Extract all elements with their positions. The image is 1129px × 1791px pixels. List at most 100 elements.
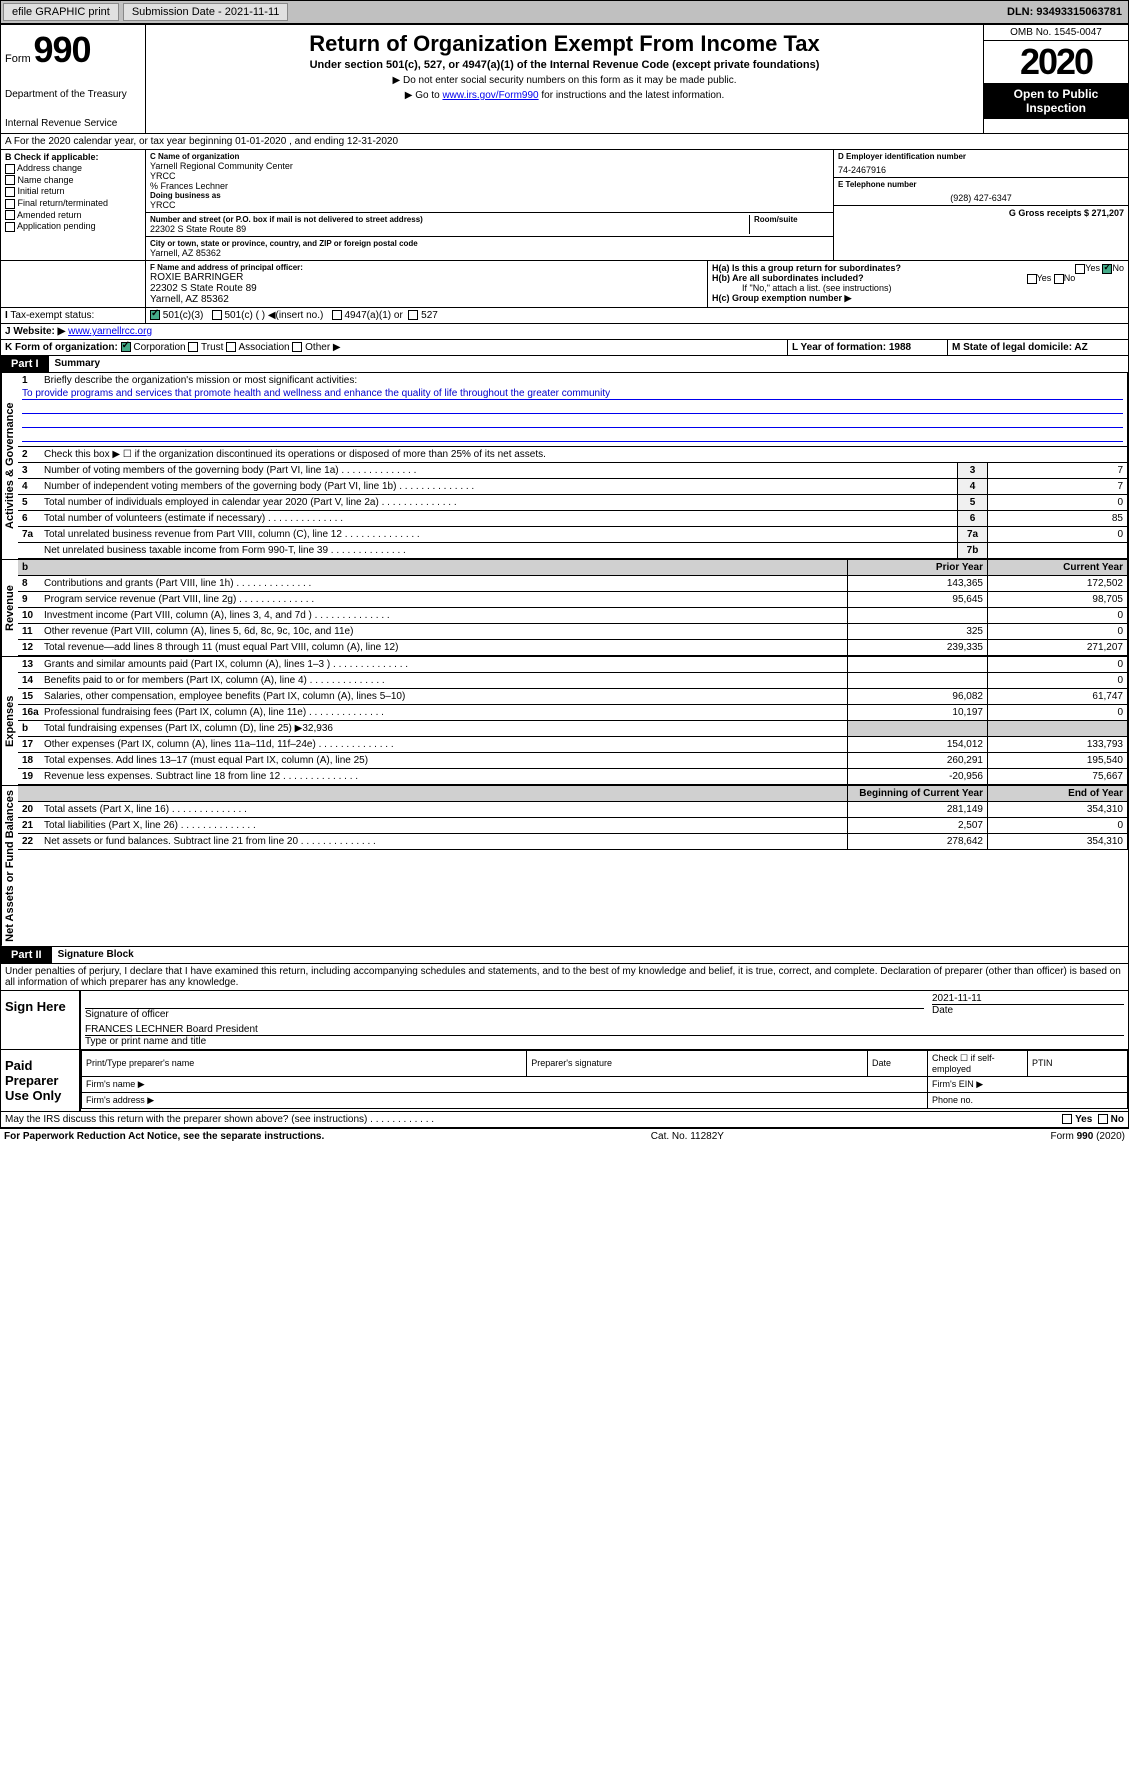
note2-post: for instructions and the latest informat… bbox=[541, 90, 724, 101]
sig-label: Signature of officer bbox=[85, 1009, 924, 1020]
omb: OMB No. 1545-0047 bbox=[984, 25, 1128, 41]
l10: Investment income (Part VIII, column (A)… bbox=[44, 610, 390, 621]
website-link[interactable]: www.yarnellrcc.org bbox=[68, 326, 152, 337]
dept1: Department of the Treasury bbox=[5, 89, 141, 100]
domicile: M State of legal domicile: AZ bbox=[952, 342, 1088, 353]
prep-name: Print/Type preparer's name bbox=[82, 1050, 527, 1076]
line-a: A For the 2020 calendar year, or tax yea… bbox=[0, 134, 1129, 150]
l7a: Total unrelated business revenue from Pa… bbox=[44, 529, 420, 540]
self-emp[interactable]: Check ☐ if self-employed bbox=[928, 1050, 1028, 1076]
mission: To provide programs and services that pr… bbox=[22, 388, 1123, 400]
paid-preparer: Paid Preparer Use Only Print/Type prepar… bbox=[0, 1050, 1129, 1112]
initial-return[interactable]: Initial return bbox=[18, 186, 65, 196]
city: Yarnell, AZ 85362 bbox=[150, 248, 829, 258]
note2: ▶ Go to www.irs.gov/Form990 for instruct… bbox=[150, 90, 979, 101]
corp[interactable]: Corporation bbox=[133, 342, 185, 353]
org-abbr: YRCC bbox=[150, 171, 829, 181]
l21: Total liabilities (Part X, line 26) bbox=[44, 820, 256, 831]
prep-date: Date bbox=[868, 1050, 928, 1076]
501c3[interactable]: 501(c)(3) bbox=[163, 310, 204, 321]
amended[interactable]: Amended return bbox=[17, 210, 82, 220]
l20: Total assets (Part X, line 16) bbox=[44, 804, 247, 815]
l22: Net assets or fund balances. Subtract li… bbox=[44, 836, 376, 847]
rev-label: Revenue bbox=[1, 560, 18, 656]
501c[interactable]: 501(c) ( ) ◀(insert no.) bbox=[224, 310, 323, 321]
addr-label: Number and street (or P.O. box if mail i… bbox=[150, 215, 749, 224]
l12: Total revenue—add lines 8 through 11 (mu… bbox=[44, 642, 398, 653]
dln: DLN: 93493315063781 bbox=[1007, 6, 1126, 18]
officer-city: Yarnell, AZ 85362 bbox=[150, 294, 703, 305]
row-i: I Tax-exempt status: 501(c)(3) 501(c) ( … bbox=[0, 308, 1129, 324]
footer-left: For Paperwork Reduction Act Notice, see … bbox=[4, 1131, 324, 1142]
phone-label: E Telephone number bbox=[838, 180, 1124, 189]
l17: Other expenses (Part IX, column (A), lin… bbox=[44, 739, 394, 750]
name-label: Type or print name and title bbox=[85, 1036, 1124, 1047]
gov-label: Activities & Governance bbox=[1, 373, 18, 559]
hc: H(c) Group exemption number ▶ bbox=[712, 293, 851, 303]
city-label: City or town, state or province, country… bbox=[150, 239, 829, 248]
row-f-h: F Name and address of principal officer:… bbox=[0, 261, 1129, 308]
main-title: Return of Organization Exempt From Incom… bbox=[150, 31, 979, 57]
box-b: B Check if applicable: Address change Na… bbox=[1, 150, 146, 260]
hb-note: If "No," attach a list. (see instruction… bbox=[712, 283, 1124, 293]
note2-pre: ▶ Go to bbox=[405, 90, 443, 101]
signer-name: FRANCES LECHNER Board President bbox=[85, 1024, 1124, 1036]
form-number: 990 bbox=[33, 29, 90, 70]
firm-phone: Phone no. bbox=[928, 1092, 1128, 1108]
other[interactable]: Other ▶ bbox=[305, 342, 340, 353]
trust[interactable]: Trust bbox=[201, 342, 223, 353]
open-public: Open to PublicInspection bbox=[984, 83, 1128, 119]
l19: Revenue less expenses. Subtract line 18 … bbox=[44, 771, 358, 782]
exp-label: Expenses bbox=[1, 657, 18, 785]
efile-btn[interactable]: efile GRAPHIC print bbox=[3, 3, 119, 21]
l5: Total number of individuals employed in … bbox=[44, 497, 457, 508]
l9: Program service revenue (Part VIII, line… bbox=[44, 594, 314, 605]
l18: Total expenses. Add lines 13–17 (must eq… bbox=[44, 755, 368, 766]
officer-label: F Name and address of principal officer: bbox=[150, 263, 703, 272]
form-header: Form 990 Department of the Treasury Inte… bbox=[0, 24, 1129, 134]
dba-label: Doing business as bbox=[150, 191, 829, 200]
gross-receipts: G Gross receipts $ 271,207 bbox=[1009, 208, 1124, 218]
ha: H(a) Is this a group return for subordin… bbox=[712, 263, 901, 273]
final-return[interactable]: Final return/terminated bbox=[18, 198, 109, 208]
assoc[interactable]: Association bbox=[238, 342, 289, 353]
prep-sig: Preparer's signature bbox=[527, 1050, 868, 1076]
sign-here: Sign Here Signature of officer 2021-11-1… bbox=[0, 991, 1129, 1050]
top-bar: efile GRAPHIC print Submission Date - 20… bbox=[0, 0, 1129, 24]
l7b: Net unrelated business taxable income fr… bbox=[44, 545, 406, 556]
firm-ein: Firm's EIN ▶ bbox=[928, 1076, 1128, 1092]
addr-change[interactable]: Address change bbox=[17, 163, 82, 173]
l6: Total number of volunteers (estimate if … bbox=[44, 513, 343, 524]
l8: Contributions and grants (Part VIII, lin… bbox=[44, 578, 311, 589]
part2-header: Part II Signature Block bbox=[0, 947, 1129, 964]
l4: Number of independent voting members of … bbox=[44, 481, 474, 492]
app-pending[interactable]: Application pending bbox=[17, 221, 96, 231]
subtitle: Under section 501(c), 527, or 4947(a)(1)… bbox=[150, 59, 979, 71]
tax-year: 2020 bbox=[984, 41, 1128, 83]
phone: (928) 427-6347 bbox=[838, 193, 1124, 203]
527[interactable]: 527 bbox=[421, 310, 438, 321]
submission-btn[interactable]: Submission Date - 2021-11-11 bbox=[123, 3, 289, 21]
l14: Benefits paid to or for members (Part IX… bbox=[44, 675, 385, 686]
footer-mid: Cat. No. 11282Y bbox=[651, 1131, 724, 1142]
footer-right: Form 990 (2020) bbox=[1051, 1131, 1125, 1142]
4947[interactable]: 4947(a)(1) or bbox=[344, 310, 402, 321]
name-change[interactable]: Name change bbox=[18, 175, 74, 185]
room-label: Room/suite bbox=[754, 215, 829, 224]
org-name: Yarnell Regional Community Center bbox=[150, 161, 829, 171]
l3: Number of voting members of the governin… bbox=[44, 465, 416, 476]
row-j: J Website: ▶ www.yarnellrcc.org bbox=[0, 324, 1129, 340]
form990-link[interactable]: www.irs.gov/Form990 bbox=[442, 90, 538, 101]
ein-label: D Employer identification number bbox=[838, 152, 1124, 161]
date-label: Date bbox=[932, 1005, 1124, 1016]
net-label: Net Assets or Fund Balances bbox=[1, 786, 18, 946]
dba: YRCC bbox=[150, 200, 829, 210]
l1: Briefly describe the organization's miss… bbox=[44, 375, 357, 386]
part1-header: Part I Summary bbox=[0, 356, 1129, 373]
year-formed: L Year of formation: 1988 bbox=[792, 342, 911, 353]
footer: For Paperwork Reduction Act Notice, see … bbox=[0, 1128, 1129, 1144]
street-addr: 22302 S State Route 89 bbox=[150, 224, 749, 234]
hb: H(b) Are all subordinates included? bbox=[712, 273, 864, 283]
row-klm: K Form of organization: Corporation Trus… bbox=[0, 340, 1129, 356]
officer-addr: 22302 S State Route 89 bbox=[150, 283, 703, 294]
